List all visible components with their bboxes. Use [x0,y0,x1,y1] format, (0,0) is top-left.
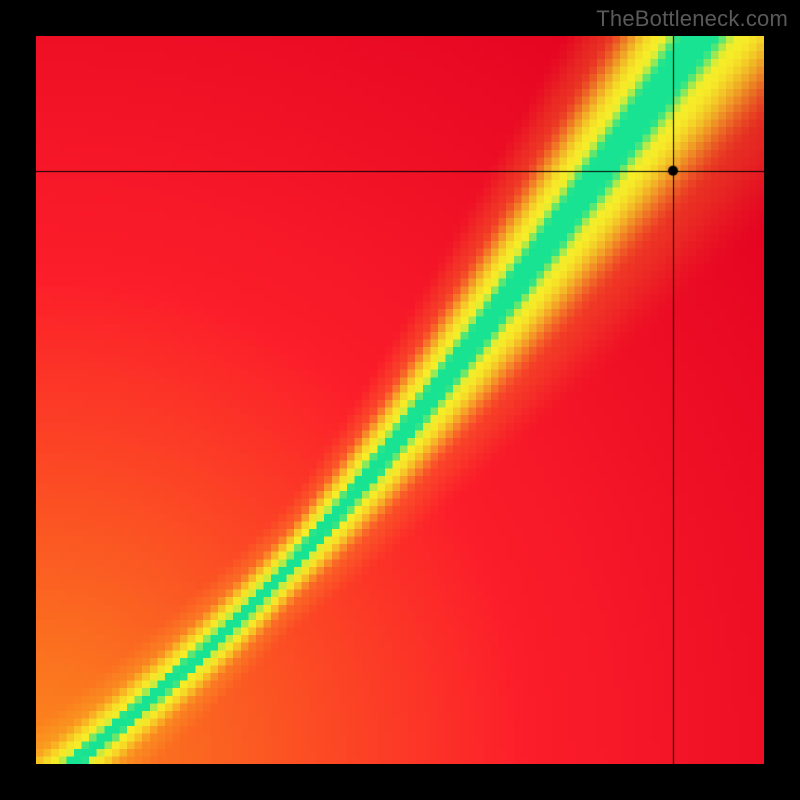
chart-container: TheBottleneck.com [0,0,800,800]
watermark-label: TheBottleneck.com [596,6,788,32]
crosshair-overlay[interactable] [36,36,764,764]
